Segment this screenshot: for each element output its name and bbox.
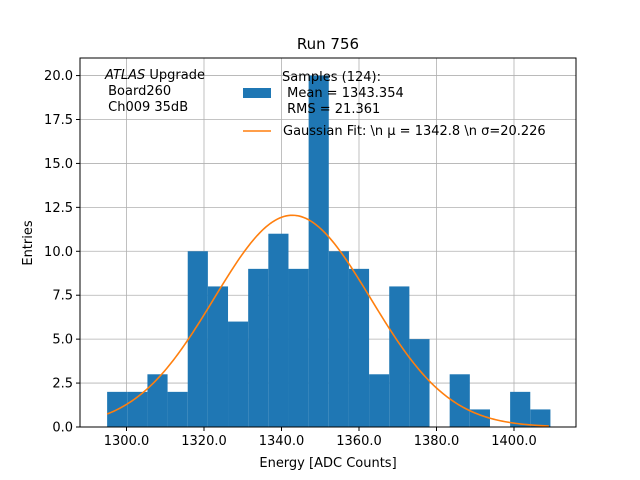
y-tick-label: 0.0: [52, 421, 73, 436]
x-tick-label: 1380.0: [414, 434, 460, 449]
annotation-line: Ch009 35dB: [104, 100, 188, 115]
histogram-bar: [510, 391, 531, 427]
plot-frame: [79, 57, 577, 428]
legend-samples-label: Samples (124): Mean = 1343.354 RMS = 21.…: [282, 70, 404, 117]
x-tick-label: 1360.0: [336, 434, 382, 449]
y-tick-label: 12.5: [44, 201, 73, 216]
y-tick-label: 5.0: [52, 333, 73, 348]
legend-samples-line: Samples (124):: [282, 70, 381, 85]
legend: Samples (124): Mean = 1343.354 RMS = 21.…: [243, 70, 546, 139]
legend-samples-line: RMS = 21.361: [283, 102, 380, 117]
y-tick-label: 2.5: [52, 377, 73, 392]
gaussian-fit-curve: [106, 214, 549, 427]
x-axis-ticks: 1300.0 1320.0 1340.0 1360.0 1380.0 1400.0: [104, 427, 537, 449]
x-tick-label: 1300.0: [104, 434, 150, 449]
legend-samples-patch: [243, 88, 271, 98]
histogram-bar: [167, 391, 188, 427]
x-tick-label: 1340.0: [259, 434, 305, 449]
histogram-bar: [449, 374, 470, 427]
y-tick-label: 10.0: [44, 245, 73, 260]
histogram-bar: [288, 268, 309, 427]
histogram-bar: [248, 268, 269, 427]
y-axis-label: Entries: [21, 220, 36, 266]
histogram-bar: [147, 374, 168, 427]
annotation-atlas: ATLAS: [104, 68, 145, 83]
y-tick-label: 20.0: [44, 69, 73, 84]
y-tick-label: 15.0: [44, 157, 73, 172]
x-tick-label: 1400.0: [491, 434, 537, 449]
legend-samples-line: Mean = 1343.354: [283, 86, 404, 101]
histogram-bars: [107, 75, 551, 428]
histogram-bar: [530, 409, 551, 427]
histogram-bar: [328, 251, 349, 427]
histogram-bar: [268, 233, 289, 427]
histogram-bar: [308, 75, 329, 428]
histogram-bar: [409, 339, 430, 427]
x-axis-label: Energy [ADC Counts]: [259, 456, 396, 471]
histogram-bar: [469, 409, 490, 427]
histogram-bar: [187, 251, 208, 427]
y-tick-label: 7.5: [52, 289, 73, 304]
histogram-bar: [348, 268, 370, 427]
histogram-bar: [228, 321, 249, 427]
legend-fit-label: Gaussian Fit: \n μ = 1342.8 \n σ=20.226: [283, 124, 546, 139]
histogram-bar: [207, 286, 229, 427]
histogram-bar: [389, 286, 410, 427]
atlas-annotation: ATLAS Upgrade Board260 Ch009 35dB: [104, 68, 205, 115]
annotation-text: ATLAS Upgrade Board260 Ch009 35dB: [104, 68, 205, 115]
chart-title: Run 756: [297, 35, 359, 53]
y-tick-label: 17.5: [44, 113, 73, 128]
y-axis-ticks: 0.0 2.5 5.0 7.5 10.0 12.5 15.0 17.5 20.0: [44, 69, 80, 436]
annotation-line: Board260: [104, 84, 171, 99]
annotation-line: ATLAS Upgrade: [104, 68, 205, 83]
x-tick-label: 1320.0: [181, 434, 227, 449]
annotation-upgrade: Upgrade: [145, 68, 205, 83]
histogram-bar: [369, 374, 390, 427]
